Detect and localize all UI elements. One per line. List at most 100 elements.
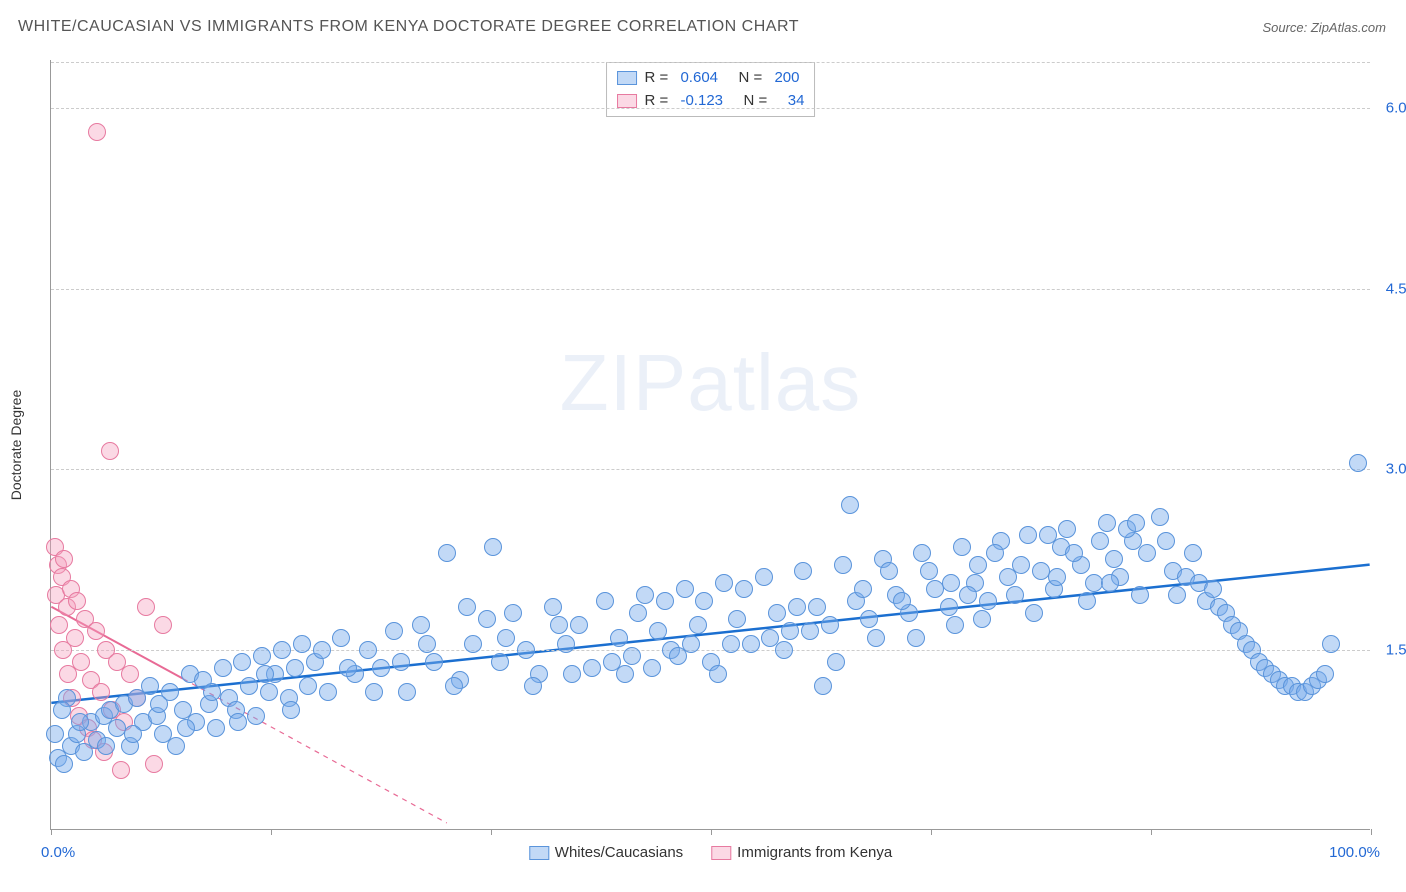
stat-r-val-1: 0.604 bbox=[680, 67, 718, 90]
point-series1 bbox=[339, 659, 357, 677]
point-series1 bbox=[808, 598, 826, 616]
point-series1 bbox=[1322, 635, 1340, 653]
legend-swatch-2 bbox=[711, 846, 731, 860]
point-series1 bbox=[313, 641, 331, 659]
bottom-legend: Whites/Caucasians Immigrants from Kenya bbox=[529, 844, 892, 861]
point-series1 bbox=[1168, 586, 1186, 604]
point-series1 bbox=[629, 604, 647, 622]
point-series1 bbox=[497, 629, 515, 647]
point-series1 bbox=[596, 592, 614, 610]
x-tick bbox=[931, 829, 932, 835]
point-series1 bbox=[247, 707, 265, 725]
point-series2 bbox=[101, 442, 119, 460]
point-series1 bbox=[1204, 580, 1222, 598]
point-series1 bbox=[398, 683, 416, 701]
point-series1 bbox=[550, 616, 568, 634]
point-series1 bbox=[141, 677, 159, 695]
point-series1 bbox=[260, 683, 278, 701]
point-series1 bbox=[570, 616, 588, 634]
legend-swatch-1 bbox=[529, 846, 549, 860]
point-series1 bbox=[282, 701, 300, 719]
x-tick bbox=[491, 829, 492, 835]
point-series1 bbox=[1101, 574, 1119, 592]
point-series1 bbox=[392, 653, 410, 671]
point-series1 bbox=[1151, 508, 1169, 526]
point-series1 bbox=[1098, 514, 1116, 532]
legend-label-2: Immigrants from Kenya bbox=[737, 844, 892, 861]
point-series2 bbox=[50, 616, 68, 634]
point-series1 bbox=[504, 604, 522, 622]
point-series1 bbox=[940, 598, 958, 616]
point-series2 bbox=[68, 592, 86, 610]
stat-n-val-1: 200 bbox=[774, 67, 799, 90]
x-axis-max-label: 100.0% bbox=[1329, 844, 1380, 861]
point-series2 bbox=[137, 598, 155, 616]
point-series1 bbox=[365, 683, 383, 701]
point-series1 bbox=[953, 538, 971, 556]
point-series1 bbox=[55, 755, 73, 773]
point-series1 bbox=[207, 719, 225, 737]
point-series2 bbox=[154, 616, 172, 634]
point-series1 bbox=[563, 665, 581, 683]
point-series1 bbox=[233, 653, 251, 671]
point-series1 bbox=[827, 653, 845, 671]
watermark-zip: ZIP bbox=[560, 338, 687, 427]
point-series2 bbox=[55, 550, 73, 568]
point-series1 bbox=[794, 562, 812, 580]
watermark: ZIPatlas bbox=[560, 337, 861, 429]
point-series1 bbox=[1091, 532, 1109, 550]
point-series1 bbox=[1012, 556, 1030, 574]
y-tick-label: 6.0% bbox=[1375, 100, 1406, 117]
point-series1 bbox=[1019, 526, 1037, 544]
point-series1 bbox=[253, 647, 271, 665]
legend-item-1: Whites/Caucasians bbox=[529, 844, 683, 861]
point-series1 bbox=[867, 629, 885, 647]
point-series1 bbox=[1025, 604, 1043, 622]
point-series2 bbox=[92, 683, 110, 701]
point-series1 bbox=[332, 629, 350, 647]
point-series1 bbox=[177, 719, 195, 737]
point-series1 bbox=[821, 616, 839, 634]
point-series1 bbox=[986, 544, 1004, 562]
point-series1 bbox=[979, 592, 997, 610]
point-series1 bbox=[1058, 520, 1076, 538]
point-series1 bbox=[124, 725, 142, 743]
point-series1 bbox=[229, 713, 247, 731]
legend-item-2: Immigrants from Kenya bbox=[711, 844, 892, 861]
x-tick bbox=[711, 829, 712, 835]
point-series1 bbox=[913, 544, 931, 562]
point-series2 bbox=[121, 665, 139, 683]
point-series1 bbox=[1105, 550, 1123, 568]
point-series1 bbox=[649, 622, 667, 640]
point-series1 bbox=[834, 556, 852, 574]
grid-line bbox=[51, 289, 1370, 290]
point-series1 bbox=[643, 659, 661, 677]
point-series1 bbox=[1078, 592, 1096, 610]
point-series1 bbox=[491, 653, 509, 671]
point-series1 bbox=[425, 653, 443, 671]
point-series1 bbox=[742, 635, 760, 653]
point-series1 bbox=[781, 622, 799, 640]
point-series1 bbox=[755, 568, 773, 586]
source-attribution: Source: ZipAtlas.com bbox=[1262, 20, 1386, 35]
point-series1 bbox=[610, 629, 628, 647]
grid-line bbox=[51, 62, 1370, 63]
point-series1 bbox=[709, 665, 727, 683]
chart-title: WHITE/CAUCASIAN VS IMMIGRANTS FROM KENYA… bbox=[18, 18, 799, 36]
point-series1 bbox=[412, 616, 430, 634]
point-series1 bbox=[53, 701, 71, 719]
point-series1 bbox=[636, 586, 654, 604]
point-series1 bbox=[319, 683, 337, 701]
stats-row-1: R = 0.604 N = 200 bbox=[617, 67, 805, 90]
point-series2 bbox=[112, 761, 130, 779]
y-tick-label: 4.5% bbox=[1375, 280, 1406, 297]
point-series1 bbox=[418, 635, 436, 653]
x-tick bbox=[1371, 829, 1372, 835]
point-series1 bbox=[214, 659, 232, 677]
point-series1 bbox=[359, 641, 377, 659]
plot-area: Doctorate Degree ZIPatlas R = 0.604 N = … bbox=[50, 60, 1370, 830]
watermark-atlas: atlas bbox=[687, 338, 861, 427]
point-series1 bbox=[616, 665, 634, 683]
point-series1 bbox=[801, 622, 819, 640]
legend-label-1: Whites/Caucasians bbox=[555, 844, 683, 861]
